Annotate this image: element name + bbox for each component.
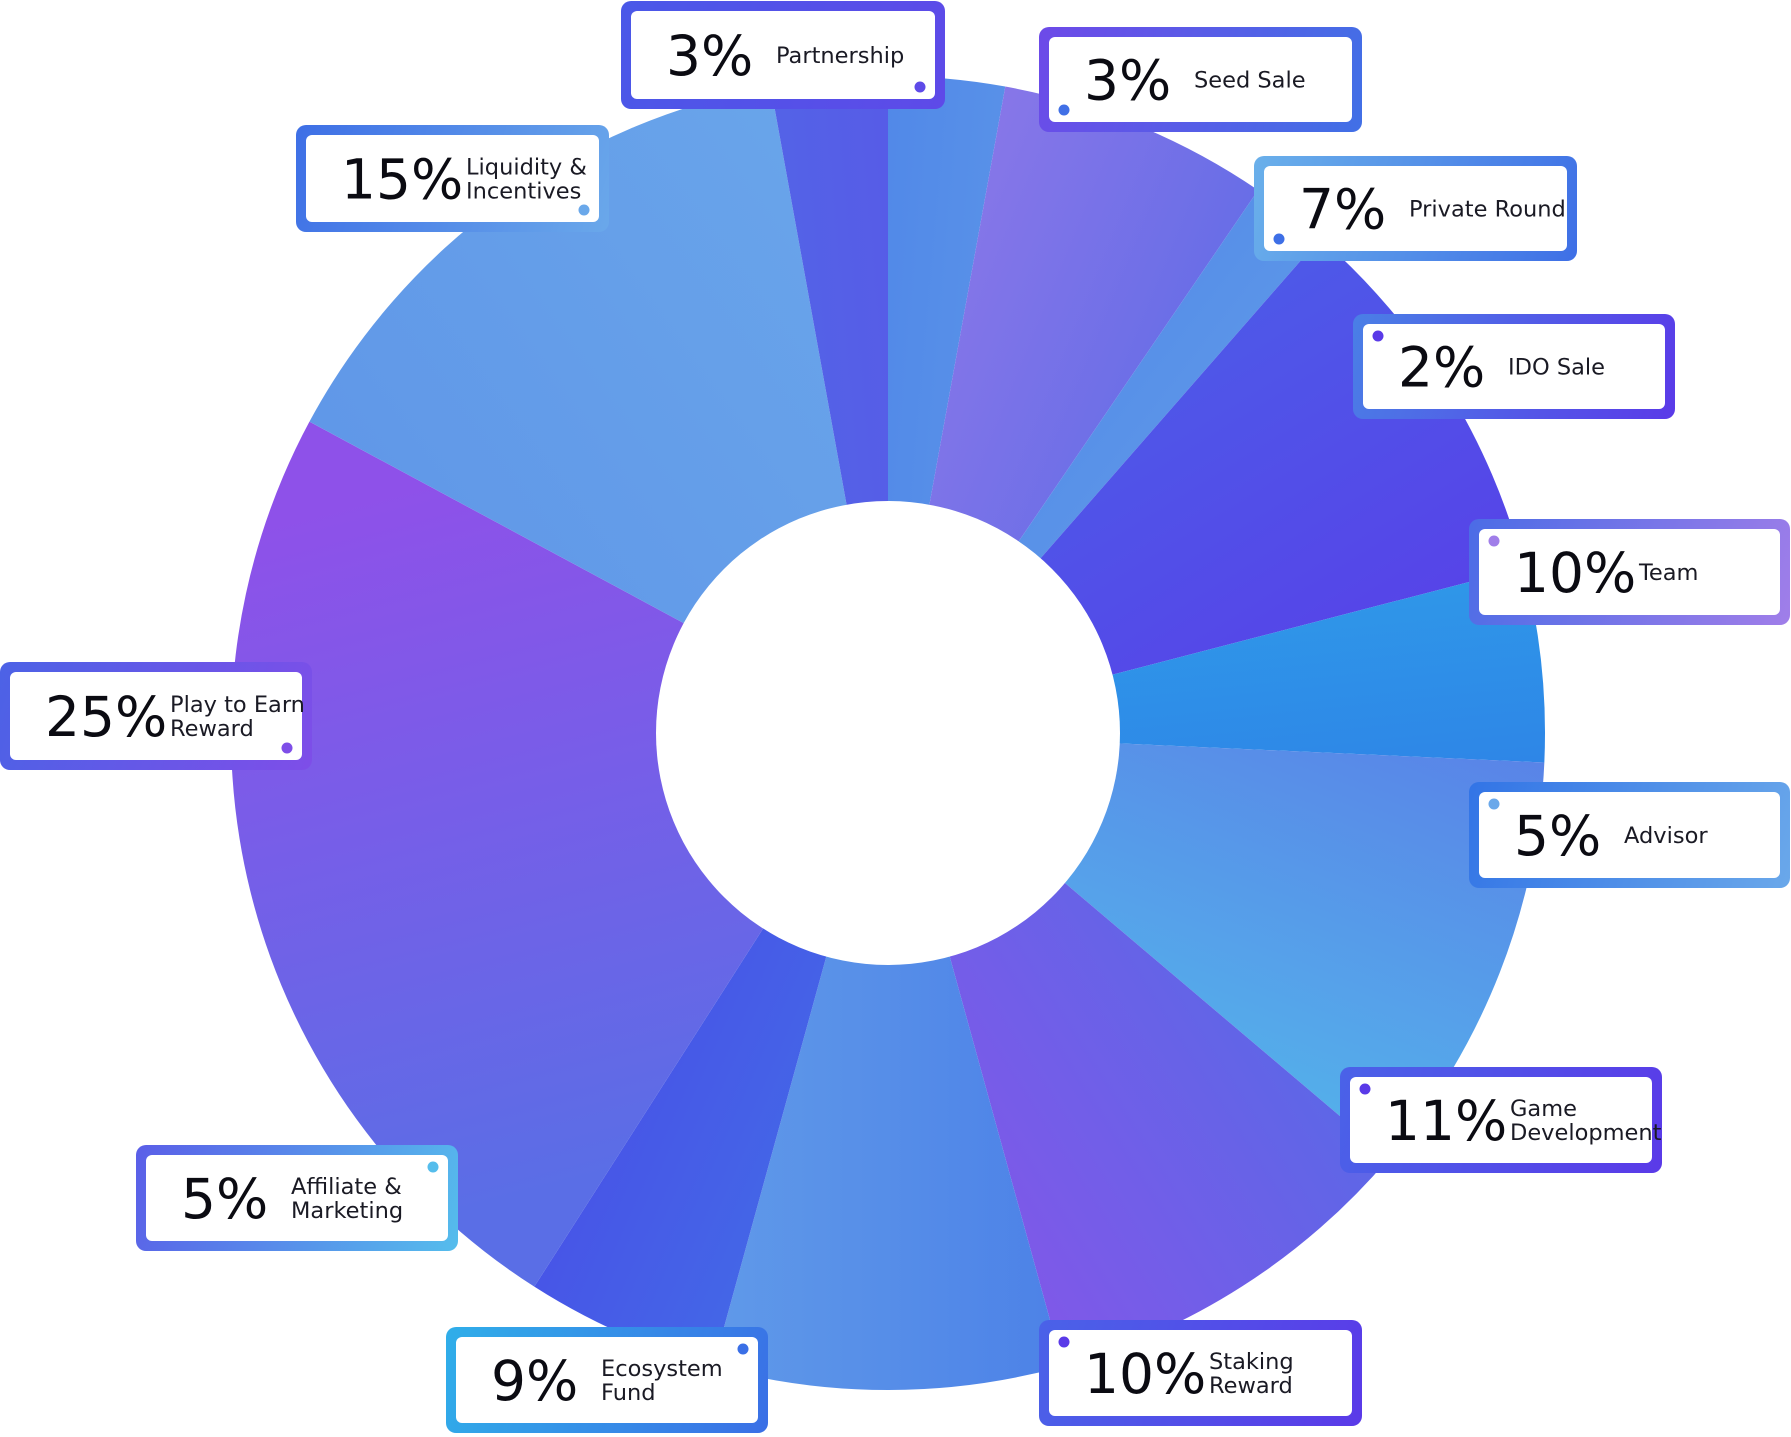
- percentage-label: 7%: [1299, 178, 1386, 242]
- callout-liquidity-and-incentives: 15% Liquidity &Incentives: [296, 125, 609, 232]
- slice-seed-sale: [888, 76, 1006, 509]
- slice-liquidity-and-incentives: [309, 86, 848, 625]
- slice-advisor: [1108, 567, 1546, 763]
- category-label: Ecosystem: [601, 1356, 723, 1382]
- callout-dot: [1372, 330, 1384, 342]
- category-label: Fund: [601, 1380, 656, 1406]
- donut-hole: [656, 501, 1120, 965]
- category-label: Advisor: [1624, 823, 1708, 849]
- callout-panel: [631, 11, 935, 99]
- category-label: Incentives: [466, 179, 581, 205]
- slice-private-round: [928, 86, 1259, 545]
- category-label: Liquidity &: [466, 155, 587, 181]
- category-label: Private Round: [1409, 197, 1566, 223]
- callout-dot: [737, 1343, 749, 1355]
- percentage-label: 11%: [1385, 1089, 1507, 1153]
- percentage-label: 10%: [1084, 1342, 1206, 1406]
- callout-advisor: 5% Advisor: [1469, 782, 1790, 888]
- callout-panel: [456, 1337, 758, 1423]
- category-label: Development: [1510, 1120, 1662, 1146]
- percentage-label: 25%: [45, 685, 167, 749]
- category-label: IDO Sale: [1508, 355, 1605, 381]
- callout-panel: [1264, 166, 1567, 251]
- callout-dot: [914, 81, 926, 93]
- callout-panel: [306, 135, 599, 222]
- category-label: Staking: [1209, 1349, 1294, 1375]
- slice-affiliate-and-marketing: [534, 925, 828, 1367]
- category-label: Marketing: [291, 1198, 403, 1224]
- callout-dot: [1359, 1083, 1371, 1095]
- callout-partnership: 3% Partnership: [621, 1, 945, 109]
- callout-panel: [1479, 792, 1780, 878]
- slice-partnership: [770, 76, 888, 509]
- callout-dot: [1488, 535, 1500, 547]
- callout-panel: [10, 672, 302, 760]
- callout-affiliate-and-marketing: 5% Affiliate &Marketing: [136, 1145, 458, 1251]
- callout-panel: [146, 1155, 448, 1241]
- percentage-label: 3%: [1084, 49, 1171, 113]
- callout-panel: [1350, 1077, 1652, 1163]
- callout-dot: [281, 742, 293, 754]
- slice-game-development: [1061, 743, 1545, 1158]
- category-label: Affiliate &: [291, 1174, 402, 1200]
- category-label: Play to Earn: [170, 692, 305, 718]
- callout-dot: [578, 204, 590, 216]
- callout-dot: [427, 1161, 439, 1173]
- category-label: Reward: [1209, 1373, 1293, 1399]
- callout-panel: [1049, 1330, 1352, 1416]
- callout-panel: [1049, 37, 1352, 122]
- callout-seed-sale: 3% Seed Sale: [1039, 27, 1362, 132]
- slice-ecosystem-fund: [713, 952, 1063, 1390]
- slices-layer: [230, 76, 1546, 1390]
- percentage-label: 15%: [341, 148, 463, 212]
- slice-ido-sale: [1016, 190, 1321, 562]
- callout-dot: [1058, 1336, 1070, 1348]
- category-label: Reward: [170, 716, 254, 742]
- callout-panel: [1363, 324, 1665, 409]
- callout-team: 10% Team: [1469, 519, 1790, 625]
- category-label: Team: [1638, 560, 1698, 586]
- slice-play-to-earn-reward: [230, 421, 766, 1287]
- category-label: Game: [1510, 1096, 1577, 1122]
- callout-dot: [1273, 233, 1285, 245]
- percentage-label: 9%: [491, 1349, 578, 1413]
- callout-private-round: 7% Private Round: [1254, 156, 1577, 261]
- percentage-label: 10%: [1514, 541, 1636, 605]
- percentage-label: 5%: [1514, 804, 1601, 868]
- percentage-label: 2%: [1398, 336, 1485, 400]
- callout-ido-sale: 2% IDO Sale: [1353, 314, 1675, 419]
- slice-staking-reward: [948, 880, 1390, 1367]
- category-label: Seed Sale: [1194, 68, 1306, 94]
- percentage-label: 3%: [666, 24, 753, 88]
- callout-panel: [1479, 529, 1780, 615]
- category-label: Partnership: [776, 43, 904, 69]
- percentage-label: 5%: [181, 1167, 268, 1231]
- callout-dot: [1488, 798, 1500, 810]
- callout-dot: [1058, 104, 1070, 116]
